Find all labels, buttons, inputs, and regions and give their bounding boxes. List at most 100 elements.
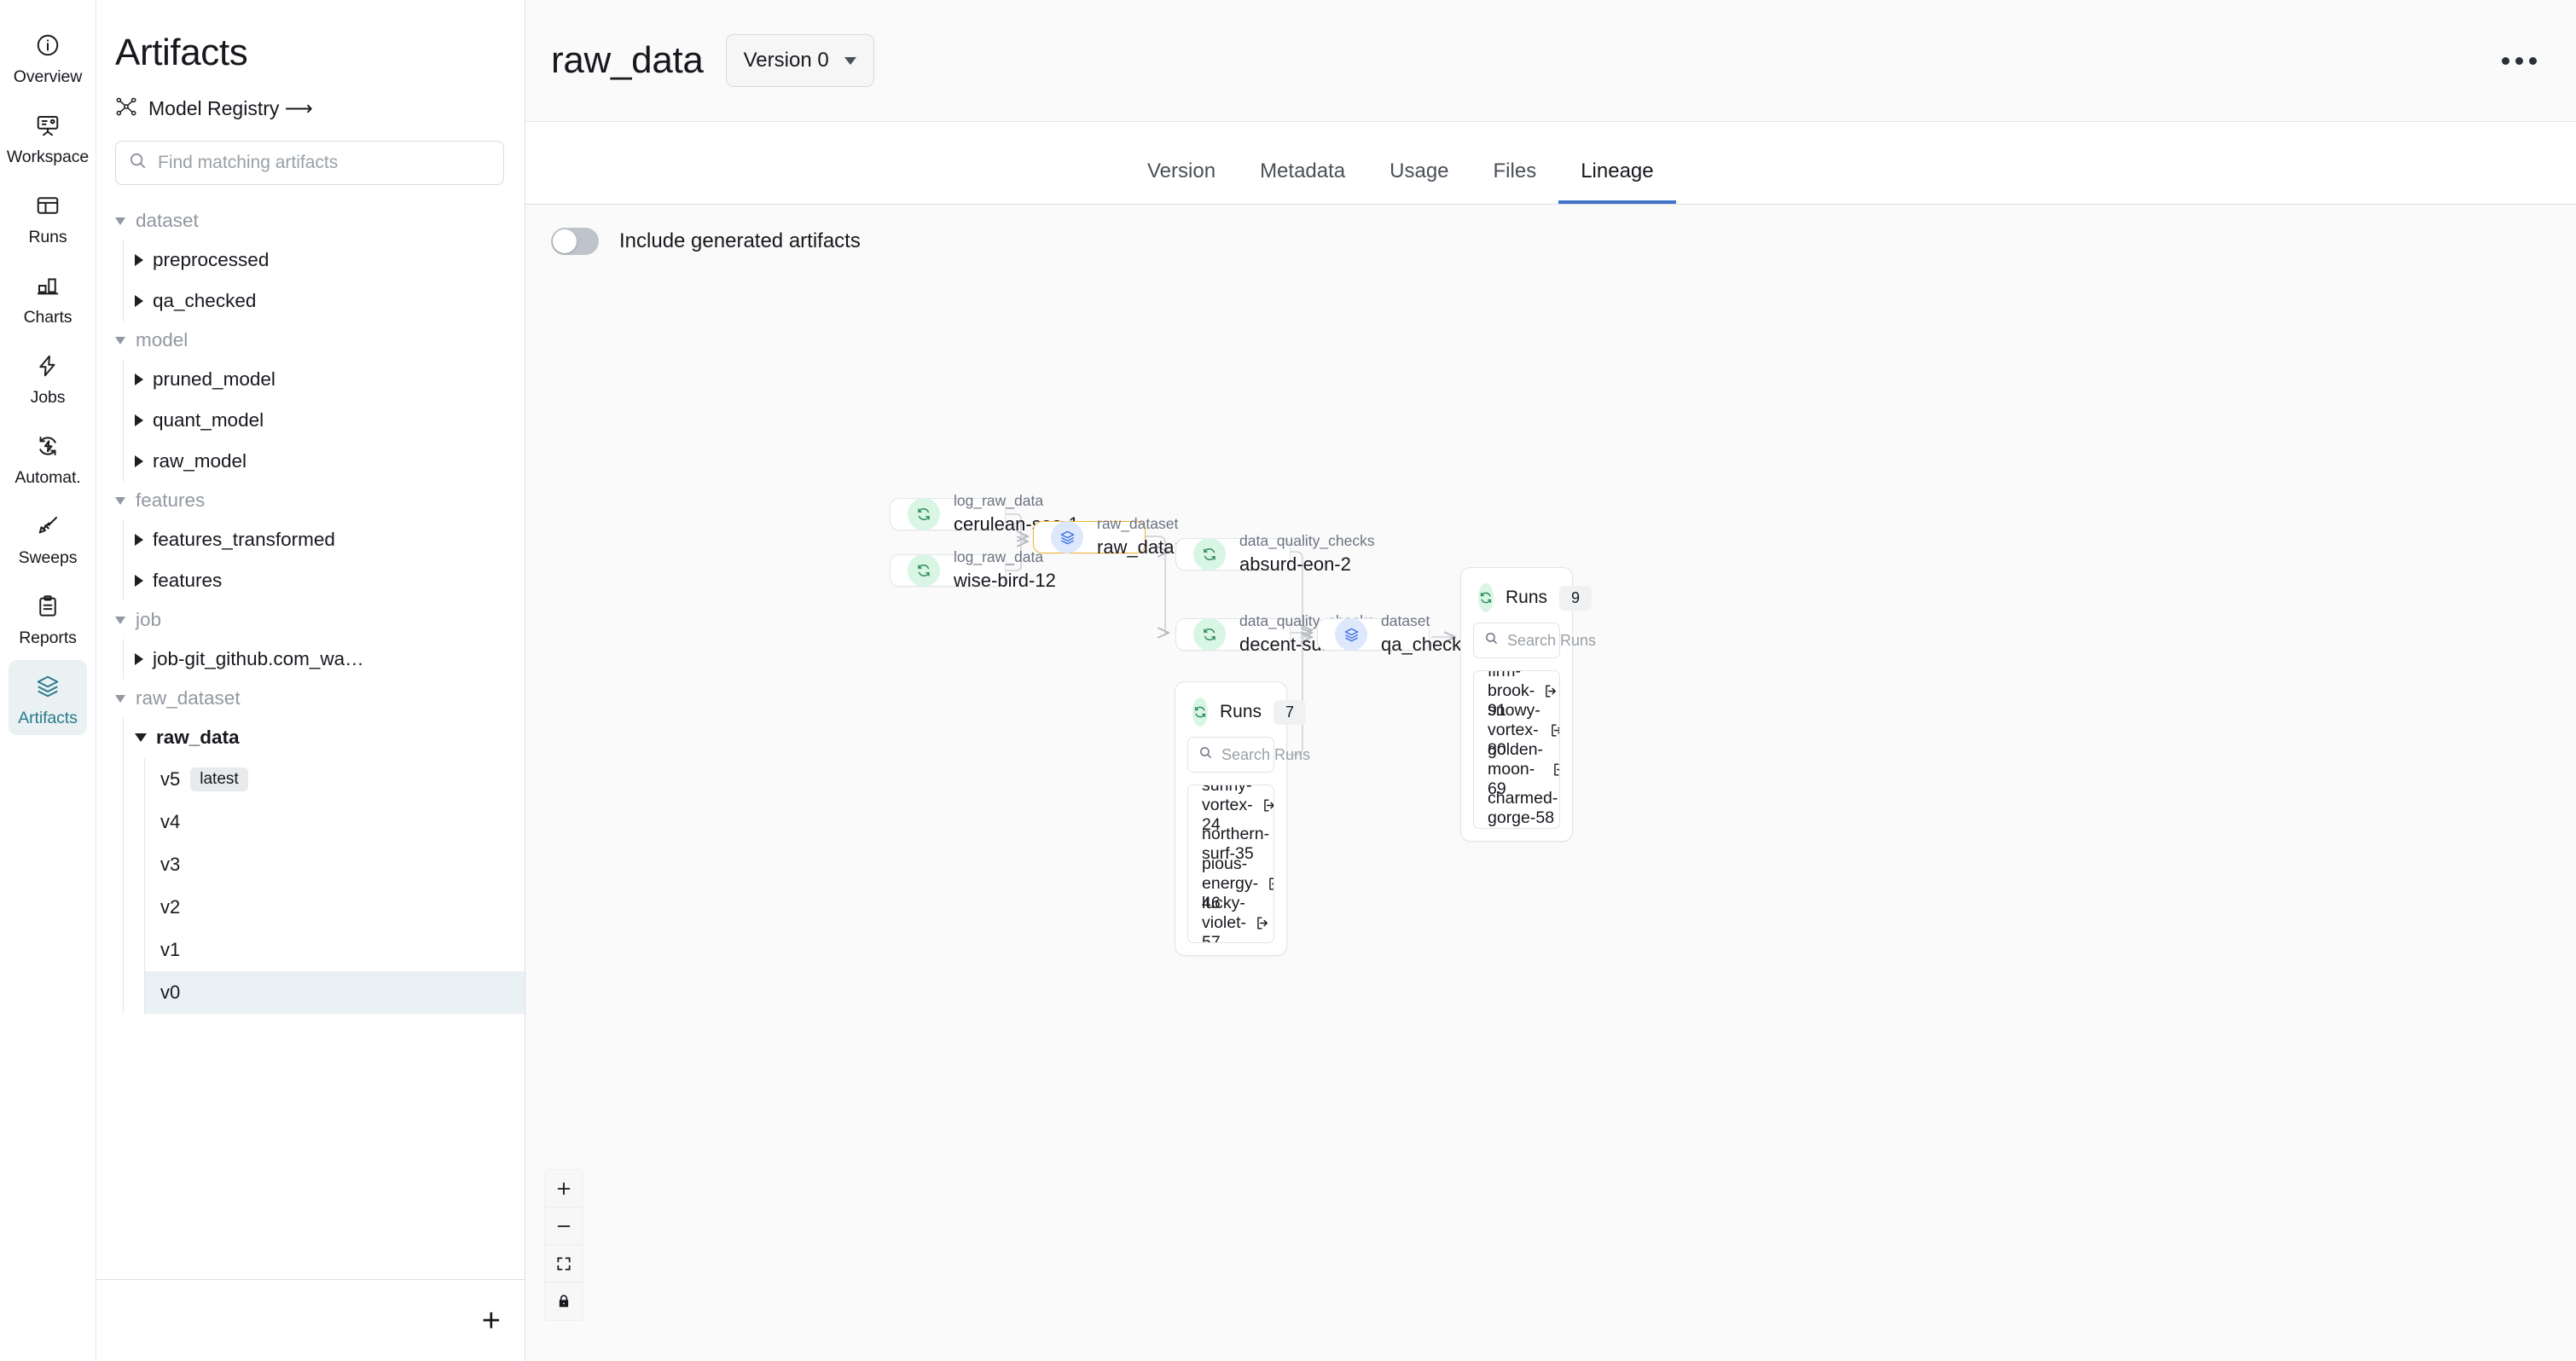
node-type-label: log_raw_data: [954, 492, 1044, 510]
tree-group-dataset[interactable]: dataset: [115, 202, 525, 240]
tab-lineage[interactable]: Lineage: [1558, 161, 1676, 204]
nav-item-jobs[interactable]: Jobs: [9, 339, 87, 414]
version-item-v0[interactable]: v0: [145, 971, 525, 1015]
node-type-label: data_quality_checks: [1239, 532, 1375, 550]
node-type-label: raw_dataset: [1097, 515, 1179, 533]
version-label: v5: [160, 768, 181, 791]
version-item-v1[interactable]: v1: [145, 929, 525, 971]
run-list-item[interactable]: golden-moon-69: [1474, 740, 1559, 798]
artifacts-panel-header: Artifacts Model Registry ⟶: [96, 0, 525, 186]
run-list-item[interactable]: pious-energy-46: [1188, 854, 1273, 912]
run-refresh-icon: [908, 498, 940, 530]
tree-item-raw-model[interactable]: raw_model: [124, 441, 525, 482]
version-item-v2[interactable]: v2: [145, 886, 525, 929]
lineage-node-artifact-selected[interactable]: raw_dataset raw_data:v0: [1033, 515, 1199, 558]
tab-version[interactable]: Version: [1147, 159, 1216, 182]
tree-group-features[interactable]: features: [115, 482, 525, 519]
search-input[interactable]: [158, 153, 491, 174]
include-generated-artifacts-toggle[interactable]: [551, 227, 599, 255]
open-external-icon[interactable]: [1262, 797, 1273, 814]
open-external-icon[interactable]: [1552, 762, 1559, 778]
nav-item-workspace[interactable]: Workspace: [7, 99, 89, 174]
run-name: northern-surf-35: [1202, 825, 1270, 863]
tree-item-features-transformed[interactable]: features_transformed: [124, 519, 525, 560]
run-name: sunny-vortex-24: [1202, 785, 1253, 834]
version-label: v3: [160, 854, 181, 876]
run-list-item[interactable]: lucky-violet-57: [1188, 894, 1273, 942]
latest-badge: latest: [190, 767, 248, 792]
nav-item-reports[interactable]: Reports: [9, 580, 87, 655]
lineage-toolbar: Include generated artifacts: [525, 205, 2576, 277]
tree-group-raw-dataset[interactable]: raw_dataset: [115, 680, 525, 717]
nav-item-sweeps[interactable]: Sweeps: [9, 500, 87, 575]
tab-usage[interactable]: Usage: [1390, 159, 1449, 182]
kebab-menu-icon[interactable]: [2502, 56, 2537, 65]
nav-item-runs[interactable]: Runs: [9, 179, 87, 254]
version-label: v1: [160, 939, 181, 961]
tree-item-features[interactable]: features: [124, 560, 525, 601]
run-list-item[interactable]: northern-surf-35: [1188, 825, 1273, 864]
chevron-right-icon: [135, 414, 143, 427]
version-item-v5[interactable]: v5 latest: [145, 758, 525, 801]
open-external-icon[interactable]: [1543, 683, 1559, 699]
tree-item-qa-checked[interactable]: qa_checked: [124, 281, 525, 321]
runs-group-panel[interactable]: Runs 9 firm-brook-91: [1460, 567, 1705, 842]
bolt-icon: [30, 348, 66, 384]
run-name: lucky-violet-57: [1202, 893, 1247, 943]
lock-button[interactable]: [545, 1283, 583, 1320]
tree-group-children: raw_data v5 latest v4 v3 v2: [123, 717, 525, 1015]
search-icon: [1484, 631, 1499, 650]
lineage-node-run[interactable]: data_quality_checks decent-sunset-13: [1175, 612, 1384, 655]
nav-label: Sweeps: [18, 548, 78, 567]
tab-files[interactable]: Files: [1493, 159, 1537, 182]
tree-group-label: model: [136, 329, 189, 351]
fit-view-button[interactable]: [545, 1245, 583, 1283]
artifact-search-box[interactable]: [115, 141, 504, 186]
runs-group-panel[interactable]: Runs 7 sunny-vortex-24: [1175, 681, 1419, 956]
node-name-label: qa_checked:v0: [1381, 634, 1507, 656]
tree-item-preprocessed[interactable]: preprocessed: [124, 240, 525, 281]
lineage-node-run[interactable]: log_raw_data wise-bird-12: [890, 548, 1056, 591]
zoom-in-button[interactable]: [545, 1170, 583, 1208]
chevron-right-icon: [135, 295, 143, 308]
chevron-down-icon: [115, 217, 125, 225]
open-external-icon[interactable]: [1267, 876, 1273, 892]
tab-metadata[interactable]: Metadata: [1260, 159, 1346, 182]
version-item-v3[interactable]: v3: [145, 843, 525, 886]
model-registry-link[interactable]: Model Registry ⟶: [115, 96, 504, 122]
run-list-item[interactable]: charmed-gorge-58: [1474, 789, 1559, 828]
run-list-item[interactable]: firm-brook-91: [1474, 671, 1559, 720]
runs-panel-header: Runs 9: [1473, 580, 1593, 623]
tree-item-job[interactable]: job-git_github.com_wa…: [124, 639, 525, 680]
version-dropdown[interactable]: Version 0: [725, 34, 874, 87]
lineage-node-run[interactable]: log_raw_data cerulean-sea-1: [890, 492, 1079, 535]
tree-item-quant-model[interactable]: quant_model: [124, 400, 525, 441]
lineage-node-artifact[interactable]: dataset qa_checked:v0: [1317, 612, 1507, 655]
run-list-item[interactable]: snowy-vortex-80: [1474, 701, 1559, 759]
add-artifact-button[interactable]: +: [481, 1302, 501, 1339]
tree-item-pruned-model[interactable]: pruned_model: [124, 359, 525, 400]
runs-search-box[interactable]: [1187, 737, 1419, 773]
zoom-out-button[interactable]: [545, 1208, 583, 1245]
nav-item-automations[interactable]: Automat.: [9, 420, 87, 495]
tree-group-model[interactable]: model: [115, 321, 525, 359]
run-refresh-icon: [908, 554, 940, 587]
runs-search-input[interactable]: [1221, 745, 1419, 764]
chevron-down-icon: [115, 336, 125, 345]
open-external-icon[interactable]: [1255, 915, 1271, 931]
open-external-icon[interactable]: [1549, 722, 1559, 738]
lineage-canvas[interactable]: log_raw_data cerulean-sea-1 log_raw_data…: [525, 277, 2576, 1361]
tree-group-label: raw_dataset: [136, 687, 241, 709]
runs-search-box[interactable]: [1473, 623, 1705, 658]
nav-item-overview[interactable]: Overview: [9, 19, 87, 94]
runs-refresh-icon: [1192, 698, 1208, 727]
runs-search-input[interactable]: [1507, 631, 1705, 650]
version-item-v4[interactable]: v4: [145, 801, 525, 843]
tree-item-raw-data[interactable]: raw_data: [124, 717, 525, 758]
tree-group-job[interactable]: job: [115, 601, 525, 639]
lineage-node-run[interactable]: data_quality_checks absurd-eon-2: [1175, 532, 1375, 575]
nav-item-artifacts[interactable]: Artifacts: [9, 660, 87, 735]
nav-item-charts[interactable]: Charts: [9, 259, 87, 334]
nav-label: Runs: [28, 228, 67, 246]
run-list-item[interactable]: sunny-vortex-24: [1188, 785, 1273, 834]
